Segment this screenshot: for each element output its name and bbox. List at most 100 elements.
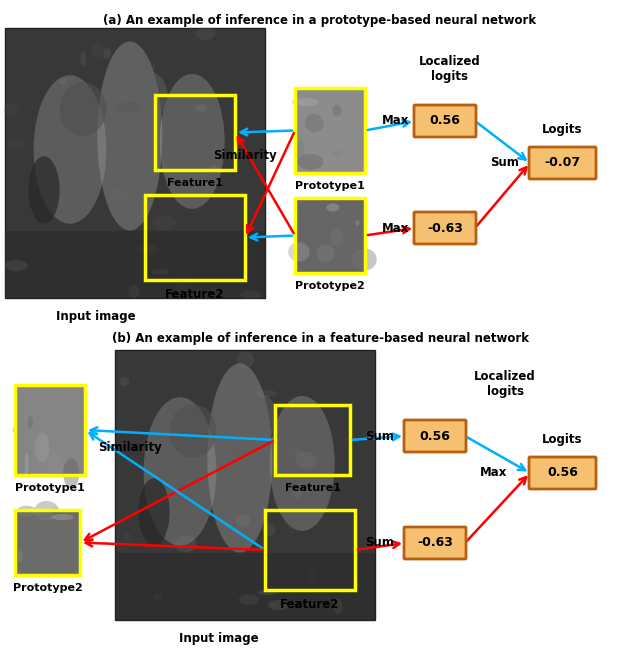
Ellipse shape: [160, 74, 225, 209]
Text: Logits: Logits: [542, 123, 583, 136]
Bar: [115, 553, 375, 620]
Ellipse shape: [175, 277, 191, 294]
Text: Sum: Sum: [490, 155, 519, 168]
Ellipse shape: [97, 41, 163, 230]
FancyBboxPatch shape: [404, 420, 466, 452]
Ellipse shape: [13, 426, 19, 434]
FancyBboxPatch shape: [414, 212, 476, 244]
Ellipse shape: [128, 286, 140, 298]
Bar: [5, 28, 265, 298]
Ellipse shape: [157, 162, 168, 171]
Ellipse shape: [137, 61, 156, 72]
Text: Prototype2: Prototype2: [13, 583, 83, 593]
Text: Max: Max: [480, 465, 508, 478]
Text: 0.56: 0.56: [429, 114, 460, 128]
Ellipse shape: [332, 105, 342, 116]
Bar: [115, 350, 375, 620]
Ellipse shape: [255, 390, 277, 397]
Bar: [15, 385, 85, 475]
Ellipse shape: [143, 397, 216, 545]
Ellipse shape: [5, 260, 28, 271]
Ellipse shape: [152, 269, 169, 274]
Ellipse shape: [19, 550, 22, 563]
Ellipse shape: [288, 242, 310, 262]
Ellipse shape: [51, 514, 74, 520]
Ellipse shape: [268, 600, 291, 610]
Text: Feature2: Feature2: [280, 598, 340, 611]
Ellipse shape: [239, 594, 259, 605]
Ellipse shape: [33, 75, 106, 224]
Text: Input image: Input image: [56, 310, 136, 323]
Ellipse shape: [236, 514, 250, 526]
Ellipse shape: [6, 139, 24, 149]
Text: Similarity: Similarity: [98, 442, 162, 455]
Text: (b) An example of inference in a feature-based neural network: (b) An example of inference in a feature…: [111, 332, 529, 345]
Ellipse shape: [51, 508, 61, 515]
Ellipse shape: [60, 78, 68, 85]
Ellipse shape: [333, 598, 342, 615]
Ellipse shape: [326, 203, 339, 211]
Ellipse shape: [331, 229, 342, 247]
Text: Prototype2: Prototype2: [295, 281, 365, 291]
Bar: [15, 510, 80, 575]
Ellipse shape: [262, 523, 276, 536]
Ellipse shape: [240, 290, 261, 299]
Ellipse shape: [17, 505, 36, 517]
Text: Logits: Logits: [542, 433, 583, 446]
Ellipse shape: [207, 363, 272, 553]
Ellipse shape: [292, 98, 319, 106]
Bar: [295, 88, 365, 173]
Bar: [275, 405, 350, 475]
Bar: [15, 510, 80, 575]
Ellipse shape: [317, 244, 335, 262]
Ellipse shape: [175, 536, 197, 552]
Ellipse shape: [271, 496, 284, 505]
Ellipse shape: [25, 453, 29, 476]
Ellipse shape: [120, 377, 129, 386]
Text: -0.63: -0.63: [427, 222, 463, 234]
Text: (a) An example of inference in a prototype-based neural network: (a) An example of inference in a prototy…: [104, 14, 536, 27]
Text: Input image: Input image: [179, 632, 259, 645]
Ellipse shape: [4, 103, 20, 116]
Ellipse shape: [333, 149, 343, 157]
Ellipse shape: [60, 82, 106, 136]
Ellipse shape: [269, 396, 335, 531]
Ellipse shape: [196, 28, 216, 40]
Bar: [155, 95, 235, 170]
Text: Prototype1: Prototype1: [15, 483, 85, 493]
Ellipse shape: [136, 244, 159, 255]
Ellipse shape: [257, 590, 278, 595]
Bar: [295, 88, 365, 173]
Ellipse shape: [103, 48, 111, 59]
Ellipse shape: [355, 220, 360, 226]
Text: Max: Max: [382, 114, 410, 128]
Ellipse shape: [92, 41, 104, 58]
Ellipse shape: [298, 154, 324, 170]
Ellipse shape: [239, 393, 278, 442]
Text: Localized: Localized: [474, 370, 536, 383]
Ellipse shape: [305, 114, 324, 132]
Ellipse shape: [109, 188, 127, 202]
Text: logits: logits: [486, 385, 524, 398]
Ellipse shape: [308, 567, 315, 586]
Ellipse shape: [170, 404, 216, 458]
Ellipse shape: [35, 432, 49, 463]
Ellipse shape: [195, 104, 207, 112]
Text: logits: logits: [431, 70, 468, 83]
Ellipse shape: [28, 156, 60, 224]
Ellipse shape: [34, 501, 59, 520]
Bar: [5, 230, 265, 298]
Ellipse shape: [154, 594, 161, 600]
Text: Feature1: Feature1: [285, 483, 340, 493]
Text: Max: Max: [382, 222, 410, 234]
FancyBboxPatch shape: [414, 105, 476, 137]
Text: -0.07: -0.07: [545, 157, 580, 170]
FancyBboxPatch shape: [404, 527, 466, 559]
Text: Feature1: Feature1: [167, 178, 223, 188]
Ellipse shape: [227, 449, 243, 456]
Ellipse shape: [292, 486, 303, 499]
Bar: [295, 198, 365, 273]
Text: 0.56: 0.56: [547, 467, 578, 480]
Ellipse shape: [116, 102, 141, 112]
Ellipse shape: [209, 166, 220, 172]
